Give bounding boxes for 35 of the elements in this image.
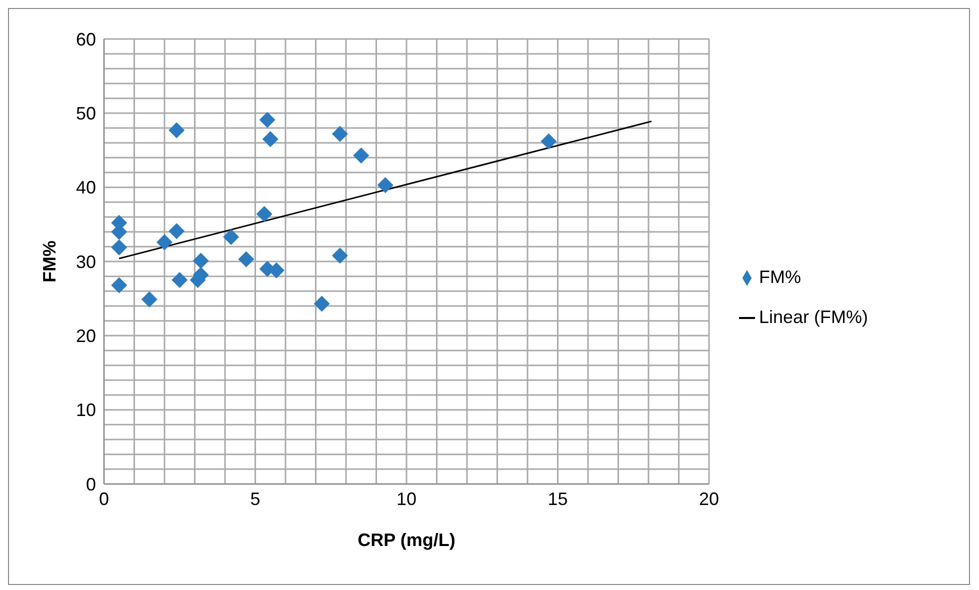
point (259, 112, 276, 128)
point (156, 234, 172, 250)
y-tick-label: 30 (76, 252, 96, 272)
point (377, 177, 394, 194)
y-tick-label: 60 (76, 29, 96, 50)
point (172, 272, 188, 288)
point (238, 251, 254, 268)
point (332, 248, 348, 264)
y-axis-title: FM% (39, 240, 60, 282)
point (192, 252, 209, 269)
point (262, 131, 278, 148)
x-tick-label: 0 (98, 488, 110, 509)
x-tick-label: 10 (396, 488, 417, 509)
point (540, 133, 557, 150)
y-tick-label: 20 (76, 326, 96, 346)
point (111, 239, 128, 256)
point (353, 147, 370, 164)
point (111, 277, 128, 294)
point (141, 291, 158, 308)
x-tick-label: 20 (698, 488, 720, 509)
point (168, 122, 185, 138)
point (223, 229, 240, 246)
point (314, 296, 330, 312)
legend-label: FM% (759, 266, 801, 286)
y-tick-label: 50 (76, 104, 96, 124)
point (332, 126, 348, 142)
point (256, 206, 272, 222)
point (168, 223, 185, 240)
y-tick-label: 40 (76, 178, 96, 198)
x-axis-title: CRP (mg/L) (358, 530, 456, 550)
legend-label: Linear (FM%) (759, 306, 868, 326)
x-tick-label: 5 (250, 488, 260, 509)
y-tick-label: 10 (76, 400, 96, 420)
y-tick-label: 0 (86, 474, 96, 494)
x-tick-label: 15 (548, 488, 568, 509)
